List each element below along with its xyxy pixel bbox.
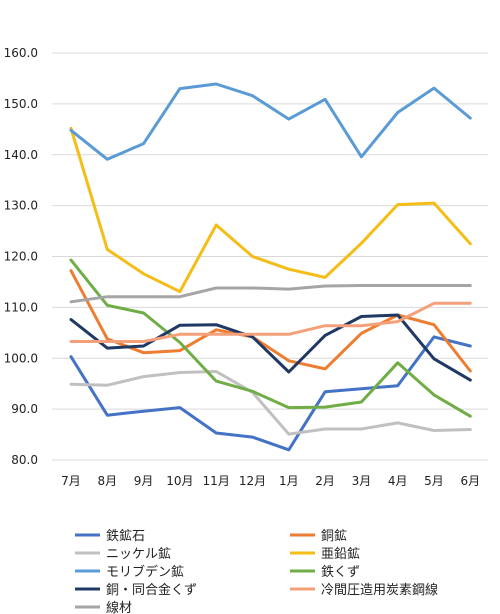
x-tick-label: 4月 — [388, 474, 408, 488]
y-tick-label: 160.0 — [4, 46, 38, 60]
series-line-0 — [69, 335, 472, 452]
y-tick-label: 100.0 — [4, 351, 38, 365]
legend-item: 冷間圧造用炭素鋼線 — [290, 582, 438, 598]
series-line-3 — [69, 126, 472, 294]
series-line-6 — [69, 313, 472, 382]
legend-item: 鉄くず — [290, 565, 360, 580]
series-line-5 — [69, 258, 472, 418]
x-tick-label: 5月 — [424, 474, 444, 488]
legend-label: 鉄鉱石 — [106, 528, 145, 544]
y-tick-label: 130.0 — [4, 199, 38, 213]
y-tick-label: 120.0 — [4, 250, 38, 264]
x-tick-label: 6月 — [460, 474, 480, 488]
legend-label: ニッケル鉱 — [106, 546, 171, 562]
y-tick-label: 90.0 — [11, 402, 38, 416]
x-tick-label: 3月 — [352, 474, 372, 488]
legend-label: モリブデン鉱 — [106, 564, 184, 580]
legend-item: モリブデン鉱 — [75, 564, 184, 580]
legend-label: 線材 — [106, 600, 132, 614]
series-line-2 — [69, 370, 472, 436]
gridlines — [52, 52, 488, 461]
legend-item: ニッケル鉱 — [75, 546, 171, 562]
x-axis-tick-labels: 7月 8月 9月 10月 11月 12月 1月 2月 3月 4月 5月 6月 — [61, 474, 480, 488]
x-tick-label: 9月 — [134, 474, 154, 488]
x-tick-label: 1月 — [279, 474, 299, 488]
series-line-8 — [69, 284, 472, 304]
y-tick-label: 150.0 — [4, 97, 38, 111]
series-line-1 — [69, 269, 472, 373]
legend-label: 銅鉱 — [321, 528, 347, 544]
y-tick-label: 140.0 — [4, 148, 38, 162]
x-tick-label: 8月 — [97, 474, 117, 488]
legend-label: 鉄くず — [321, 565, 360, 580]
y-axis-tick-labels: 80.0 90.0 100.0 110.0 120.0 130.0 140.0 150.0 16… — [4, 46, 38, 467]
y-tick-label: 110.0 — [4, 300, 38, 314]
series-lines — [69, 82, 472, 452]
x-tick-label: 2月 — [315, 474, 335, 488]
series-line-4 — [69, 82, 472, 161]
legend-item: 鉄鉱石 — [75, 528, 145, 544]
x-tick-label: 11月 — [203, 474, 230, 488]
y-tick-label: 80.0 — [11, 453, 38, 467]
x-tick-label: 7月 — [61, 474, 81, 488]
legend-item: 銅・同合金くず — [75, 582, 197, 598]
x-tick-label: 10月 — [166, 474, 193, 488]
legend-item: 線材 — [75, 600, 132, 614]
series-line-7 — [69, 301, 472, 343]
x-tick-label: 12月 — [239, 474, 266, 488]
legend-item: 銅鉱 — [290, 528, 347, 544]
legend-label: 冷間圧造用炭素鋼線 — [321, 582, 438, 598]
legend-label: 銅・同合金くず — [106, 582, 197, 598]
legend-label: 亜鉛鉱 — [321, 546, 360, 562]
legend-item: 亜鉛鉱 — [290, 546, 360, 562]
